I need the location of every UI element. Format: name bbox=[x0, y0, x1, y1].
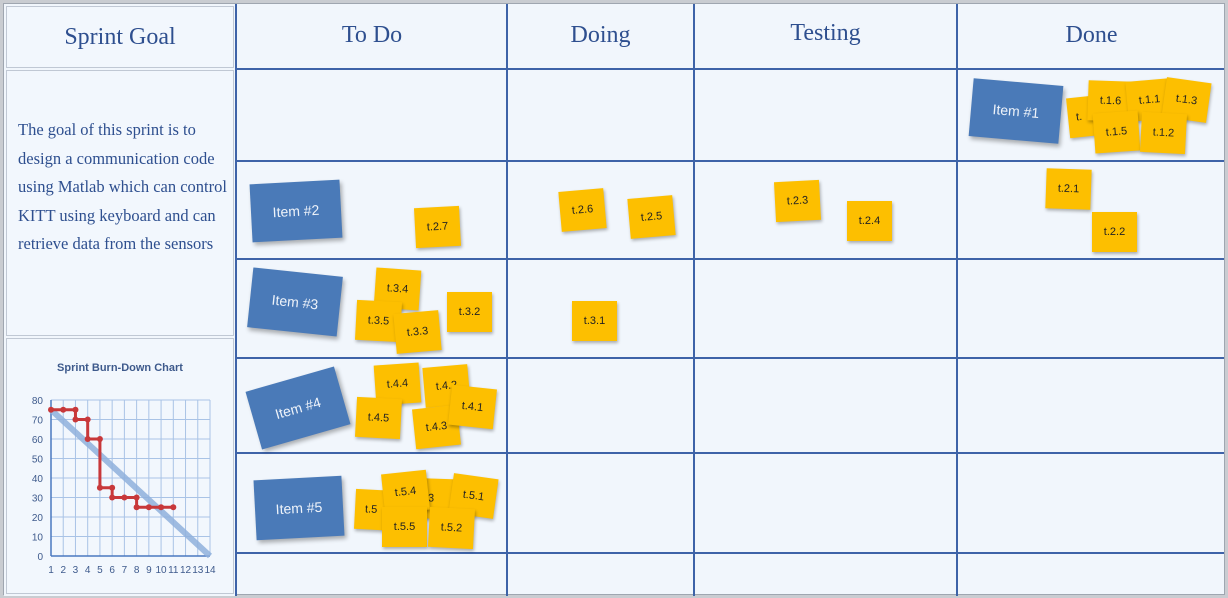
task-note[interactable]: t.1.5 bbox=[1092, 110, 1141, 154]
y-tick-label: 20 bbox=[32, 513, 44, 524]
row-divider bbox=[236, 552, 1224, 554]
y-tick-label: 60 bbox=[32, 435, 44, 446]
actual-data-point bbox=[133, 494, 140, 501]
actual-data-point bbox=[145, 504, 152, 511]
y-tick-label: 0 bbox=[37, 552, 43, 563]
x-tick-label: 1 bbox=[48, 565, 54, 576]
column-divider bbox=[506, 4, 508, 596]
actual-data-point bbox=[96, 436, 103, 442]
sprint-goal-box bbox=[6, 70, 234, 336]
actual-burndown-line bbox=[51, 408, 174, 509]
row-divider bbox=[236, 452, 1224, 454]
task-note[interactable]: t.4.1 bbox=[448, 384, 497, 430]
y-tick-label: 70 bbox=[32, 416, 44, 427]
actual-data-point bbox=[170, 504, 177, 511]
actual-data-point bbox=[96, 484, 103, 491]
column-header-done: Done bbox=[1065, 22, 1118, 48]
task-note[interactable]: t.4.5 bbox=[354, 396, 403, 440]
row-divider bbox=[236, 160, 1224, 162]
column-header-testing: Testing bbox=[790, 20, 861, 46]
row-divider bbox=[236, 357, 1224, 359]
actual-data-point bbox=[60, 406, 67, 413]
x-tick-label: 13 bbox=[192, 565, 204, 576]
actual-data-point bbox=[133, 504, 140, 511]
actual-data-point bbox=[109, 494, 116, 501]
item-card[interactable]: Item #5 bbox=[253, 475, 345, 541]
y-tick-label: 30 bbox=[32, 494, 44, 505]
x-tick-label: 2 bbox=[60, 565, 66, 576]
actual-data-point bbox=[158, 504, 165, 511]
sidebar: Sprint Goal The goal of this sprint is t… bbox=[4, 4, 236, 596]
task-note[interactable]: t.3.1 bbox=[572, 301, 617, 341]
x-tick-label: 12 bbox=[180, 565, 192, 576]
task-note[interactable]: t.2.7 bbox=[413, 205, 462, 249]
x-tick-label: 4 bbox=[85, 565, 91, 576]
scrum-board: Sprint Goal The goal of this sprint is t… bbox=[3, 3, 1225, 596]
x-tick-label: 14 bbox=[204, 565, 216, 576]
y-tick-label: 50 bbox=[32, 455, 44, 466]
column-divider bbox=[693, 4, 695, 596]
task-note[interactable]: t.2.4 bbox=[847, 201, 892, 241]
task-note[interactable]: t.5.2 bbox=[427, 506, 476, 550]
task-note[interactable]: t.5.5 bbox=[382, 507, 427, 547]
task-note[interactable]: t.3.3 bbox=[393, 310, 442, 354]
task-note[interactable]: t.3.2 bbox=[447, 292, 492, 332]
row-divider bbox=[236, 258, 1224, 260]
actual-data-point bbox=[121, 494, 128, 501]
y-tick-label: 80 bbox=[32, 396, 44, 407]
actual-data-point bbox=[109, 484, 116, 491]
actual-data-point bbox=[48, 406, 54, 413]
actual-data-point bbox=[72, 416, 79, 423]
x-tick-label: 8 bbox=[134, 565, 140, 576]
actual-data-point bbox=[84, 416, 91, 423]
chart-title: Sprint Burn-Down Chart bbox=[57, 362, 183, 374]
item-card[interactable]: Item #1 bbox=[968, 78, 1064, 144]
y-tick-label: 10 bbox=[32, 533, 44, 544]
column-divider bbox=[956, 4, 958, 596]
actual-data-point bbox=[72, 406, 79, 413]
actual-data-point bbox=[84, 436, 91, 442]
task-note[interactable]: t.2.3 bbox=[773, 179, 822, 223]
y-tick-label: 40 bbox=[32, 474, 44, 485]
x-tick-label: 5 bbox=[97, 565, 103, 576]
column-header-todo: To Do bbox=[341, 22, 403, 48]
sprint-goal-title: Sprint Goal bbox=[64, 24, 176, 50]
item-card[interactable]: Item #4 bbox=[245, 366, 351, 450]
task-note[interactable]: t.1.2 bbox=[1139, 111, 1188, 155]
task-note[interactable]: t.2.6 bbox=[558, 188, 607, 232]
burndown-chart-box: Sprint Burn-Down Chart 1 2 3 4 5 6 7 8 9 10 11 12 13 1… bbox=[6, 338, 234, 594]
item-card[interactable]: Item #3 bbox=[247, 267, 343, 337]
task-note[interactable]: t.2.1 bbox=[1045, 168, 1092, 210]
x-tick-label: 7 bbox=[122, 565, 128, 576]
x-tick-label: 11 bbox=[168, 565, 179, 576]
x-tick-label: 10 bbox=[156, 565, 168, 576]
column-divider bbox=[235, 4, 237, 596]
task-note[interactable]: t.2.2 bbox=[1092, 212, 1137, 252]
ideal-burndown-line bbox=[48, 407, 213, 559]
sprint-goal-text: The goal of this sprint is to design a c… bbox=[18, 120, 227, 253]
item-card[interactable]: Item #2 bbox=[249, 179, 343, 243]
task-note[interactable]: t.2.5 bbox=[627, 195, 676, 239]
sprint-goal-header: Sprint Goal bbox=[6, 6, 234, 68]
x-tick-label: 3 bbox=[73, 565, 79, 576]
column-header-doing: Doing bbox=[570, 22, 631, 48]
x-tick-label: 6 bbox=[109, 565, 115, 576]
x-tick-label: 9 bbox=[146, 565, 152, 576]
row-divider bbox=[236, 68, 1224, 70]
